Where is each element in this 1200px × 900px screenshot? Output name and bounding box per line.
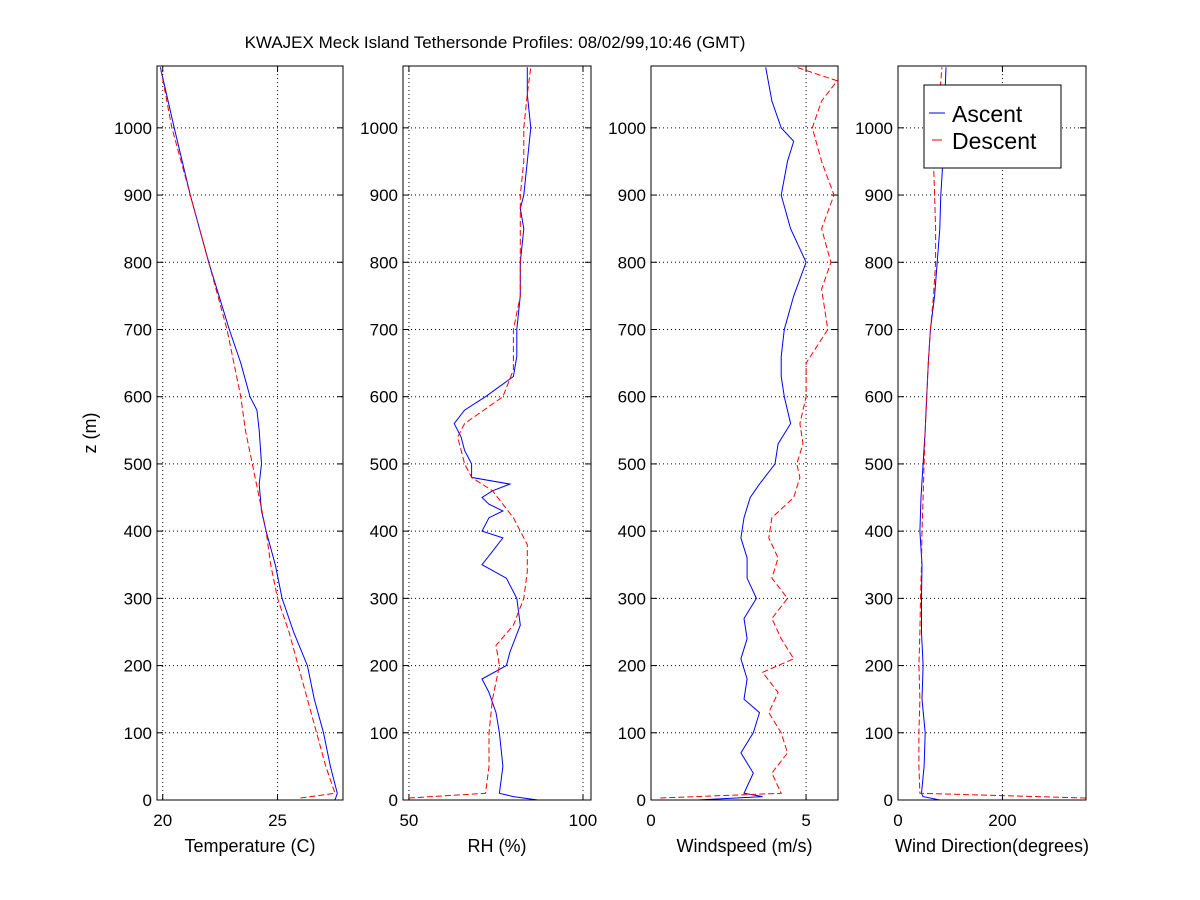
y-tick-label: 300 [618, 589, 646, 608]
panel-4: 0 100 200 300 400 500 600 700 800 900 1000 0 200 Wind… [855, 65, 1089, 856]
x-axis-label: Temperature (C) [184, 836, 315, 856]
x-axis-label: Wind Direction(degrees) [895, 836, 1089, 856]
x-tick-label: 0 [893, 811, 902, 830]
y-tick-label: 200 [124, 657, 152, 676]
y-tick-label: 800 [370, 253, 398, 272]
axes-frame [650, 65, 839, 801]
y-tick-label: 500 [370, 455, 398, 474]
x-axis-label: Windspeed (m/s) [676, 836, 812, 856]
y-tick-label: 700 [124, 320, 152, 339]
y-tick-label: 600 [865, 388, 893, 407]
y-tick-label: 400 [124, 522, 152, 541]
series-descent-line [660, 66, 838, 799]
y-tick-label: 100 [618, 724, 646, 743]
plot-area [403, 66, 591, 800]
y-tick-label: 600 [370, 388, 398, 407]
series-ascent-line [919, 67, 947, 801]
x-tick-label: 50 [399, 811, 418, 830]
y-tick-label: 800 [865, 253, 893, 272]
legend-label-ascent: Ascent [952, 101, 1023, 127]
y-tick-label: 500 [124, 455, 152, 474]
axes-frame [402, 65, 592, 801]
y-tick-label: 500 [618, 455, 646, 474]
y-tick-label: 1000 [608, 119, 646, 138]
legend-box [923, 84, 1062, 169]
y-tick-label: 200 [618, 657, 646, 676]
y-tick-label: 600 [618, 388, 646, 407]
y-tick-label: 200 [370, 657, 398, 676]
plot-area [651, 66, 838, 800]
y-tick-label: 1000 [360, 119, 398, 138]
series-ascent-line [453, 67, 538, 801]
y-tick-label: 900 [865, 186, 893, 205]
y-tick-label: 100 [865, 724, 893, 743]
y-tick-label: 500 [865, 455, 893, 474]
series-descent-line [918, 67, 1087, 799]
y-tick-label: 0 [884, 791, 893, 810]
axes-frame [156, 65, 344, 801]
y-axis-label: z (m) [80, 413, 100, 454]
series-descent-line [159, 67, 336, 799]
panel-1: 0 100 200 300 400 500 600 700 800 900 1000 20 25 Temp… [114, 65, 344, 856]
x-tick-label: 100 [569, 811, 597, 830]
y-tick-label: 0 [389, 791, 398, 810]
x-tick-label: 200 [988, 811, 1016, 830]
legend-label-descent: Descent [952, 128, 1037, 154]
y-tick-label: 300 [370, 589, 398, 608]
y-tick-label: 200 [865, 657, 893, 676]
y-tick-label: 400 [618, 522, 646, 541]
y-tick-label: 100 [124, 724, 152, 743]
y-tick-label: 900 [370, 186, 398, 205]
series-descent-line [408, 67, 532, 799]
y-tick-label: 300 [865, 589, 893, 608]
y-tick-label: 1000 [855, 119, 893, 138]
plot-area [898, 66, 1086, 800]
y-tick-label: 600 [124, 388, 152, 407]
series-ascent-line [159, 67, 338, 801]
y-tick-label: 700 [618, 320, 646, 339]
x-tick-label: 5 [801, 811, 810, 830]
y-tick-label: 0 [637, 791, 646, 810]
x-tick-label: 25 [268, 811, 287, 830]
y-tick-label: 800 [124, 253, 152, 272]
panel-2: 0 100 200 300 400 500 600 700 800 900 1000 50 100 RH … [360, 65, 597, 856]
y-tick-label: 400 [865, 522, 893, 541]
y-tick-label: 900 [618, 186, 646, 205]
y-tick-label: 400 [370, 522, 398, 541]
x-axis-label: RH (%) [468, 836, 527, 856]
panel-3: 0 100 200 300 400 500 600 700 800 900 1000 0 5 Windsp… [608, 65, 839, 856]
y-tick-label: 700 [865, 320, 893, 339]
series-ascent-line [697, 67, 807, 801]
y-tick-label: 300 [124, 589, 152, 608]
y-tick-label: 800 [618, 253, 646, 272]
axes-frame [897, 65, 1087, 801]
y-tick-label: 900 [124, 186, 152, 205]
y-tick-label: 1000 [114, 119, 152, 138]
x-tick-label: 0 [646, 811, 655, 830]
y-tick-label: 100 [370, 724, 398, 743]
y-tick-label: 700 [370, 320, 398, 339]
y-tick-label: 0 [143, 791, 152, 810]
chart-title: KWAJEX Meck Island Tethersonde Profiles:… [245, 33, 746, 52]
x-tick-label: 20 [153, 811, 172, 830]
